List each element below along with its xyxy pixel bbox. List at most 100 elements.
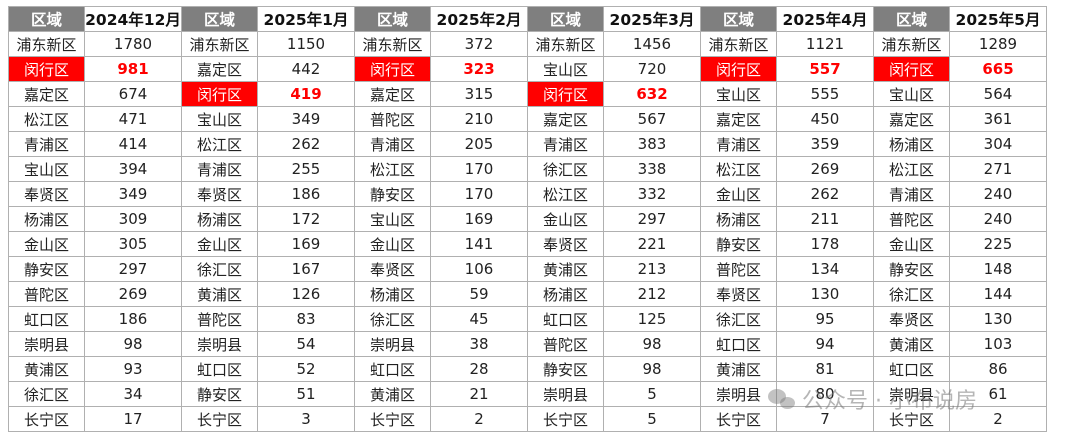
value-cell: 141 [430,231,528,257]
value-cell: 2 [949,406,1047,432]
district-cell: 普陀区 [354,106,431,132]
value-cell: 2 [430,406,528,432]
value-cell: 372 [430,31,528,57]
district-cell: 徐汇区 [354,306,431,332]
value-cell: 126 [257,281,355,307]
district-cell: 虹口区 [354,356,431,382]
district-cell: 普陀区 [181,306,258,332]
district-cell: 奉贤区 [873,306,950,332]
value-cell: 720 [603,56,701,82]
district-cell: 静安区 [527,356,604,382]
value-cell: 262 [257,131,355,157]
value-cell: 442 [257,56,355,82]
value-cell: 98 [84,331,182,357]
value-cell: 93 [84,356,182,382]
month-column-header: 2025年4月 [776,6,874,32]
value-cell: 450 [776,106,874,132]
value-cell: 81 [776,356,874,382]
district-cell: 黄浦区 [873,331,950,357]
value-cell: 414 [84,131,182,157]
district-cell: 松江区 [8,106,85,132]
table-row: 崇明县 98 崇明县 54 崇明县 38 普陀区 98 虹口区 94 黄浦区 103 [8,331,1047,357]
district-cell: 杨浦区 [8,206,85,232]
value-cell: 240 [949,181,1047,207]
value-cell: 332 [603,181,701,207]
district-cell: 青浦区 [873,181,950,207]
value-cell: 349 [257,106,355,132]
value-cell: 555 [776,81,874,107]
table-row: 普陀区 269 黄浦区 126 杨浦区 59 杨浦区 212 奉贤区 130 徐汇区 144 [8,281,1047,307]
value-cell: 80 [776,381,874,407]
value-cell: 52 [257,356,355,382]
value-cell: 21 [430,381,528,407]
district-cell: 浦东新区 [700,31,777,57]
district-cell: 奉贤区 [354,256,431,282]
value-cell: 315 [430,81,528,107]
value-cell: 305 [84,231,182,257]
district-cell: 长宁区 [873,406,950,432]
district-cell: 浦东新区 [181,31,258,57]
district-cell: 奉贤区 [8,181,85,207]
value-cell: 3 [257,406,355,432]
value-cell: 309 [84,206,182,232]
value-cell: 54 [257,331,355,357]
district-cell: 浦东新区 [354,31,431,57]
value-cell: 665 [949,56,1047,82]
district-cell: 嘉定区 [181,56,258,82]
value-cell: 557 [776,56,874,82]
district-cell: 普陀区 [527,331,604,357]
district-cell: 崇明县 [873,381,950,407]
district-cell: 普陀区 [8,281,85,307]
district-cell: 奉贤区 [527,231,604,257]
district-cell: 浦东新区 [873,31,950,57]
value-cell: 304 [949,131,1047,157]
district-cell: 长宁区 [8,406,85,432]
table-row: 徐汇区 34 静安区 51 黄浦区 21 崇明县 5 崇明县 80 崇明县 61 [8,381,1047,407]
value-cell: 130 [776,281,874,307]
district-cell: 嘉定区 [527,106,604,132]
district-cell: 长宁区 [354,406,431,432]
value-cell: 38 [430,331,528,357]
district-cell: 崇明县 [181,331,258,357]
value-cell: 383 [603,131,701,157]
district-cell: 杨浦区 [527,281,604,307]
value-cell: 1780 [84,31,182,57]
district-cell: 嘉定区 [8,81,85,107]
district-cell: 杨浦区 [700,206,777,232]
district-column-header: 区域 [354,6,431,32]
district-cell: 松江区 [354,156,431,182]
district-cell: 宝山区 [8,156,85,182]
value-cell: 471 [84,106,182,132]
value-cell: 95 [776,306,874,332]
district-cell: 长宁区 [527,406,604,432]
district-column-header: 区域 [8,6,85,32]
value-cell: 221 [603,231,701,257]
district-cell: 静安区 [181,381,258,407]
value-cell: 255 [257,156,355,182]
table-row: 长宁区 17 长宁区 3 长宁区 2 长宁区 5 长宁区 7 长宁区 2 [8,406,1047,432]
value-cell: 271 [949,156,1047,182]
table-row: 奉贤区 349 奉贤区 186 静安区 170 松江区 332 金山区 262 青浦区 240 [8,181,1047,207]
value-cell: 262 [776,181,874,207]
value-cell: 28 [430,356,528,382]
value-cell: 349 [84,181,182,207]
table-row: 虹口区 186 普陀区 83 徐汇区 45 虹口区 125 徐汇区 95 奉贤区 130 [8,306,1047,332]
district-cell: 普陀区 [873,206,950,232]
district-cell: 青浦区 [354,131,431,157]
value-cell: 51 [257,381,355,407]
value-cell: 225 [949,231,1047,257]
value-cell: 211 [776,206,874,232]
district-cell: 长宁区 [181,406,258,432]
header-row: 区域 2024年12月 区域 2025年1月 区域 2025年2月 区域 2025年3月 区域 2… [8,6,1047,32]
district-cell: 杨浦区 [354,281,431,307]
value-cell: 34 [84,381,182,407]
value-cell: 169 [257,231,355,257]
district-cell: 松江区 [527,181,604,207]
value-cell: 1289 [949,31,1047,57]
value-cell: 98 [603,356,701,382]
table-row: 青浦区 414 松江区 262 青浦区 205 青浦区 383 青浦区 359 杨浦区 304 [8,131,1047,157]
value-cell: 1456 [603,31,701,57]
district-cell: 金山区 [8,231,85,257]
value-cell: 169 [430,206,528,232]
district-cell: 浦东新区 [8,31,85,57]
